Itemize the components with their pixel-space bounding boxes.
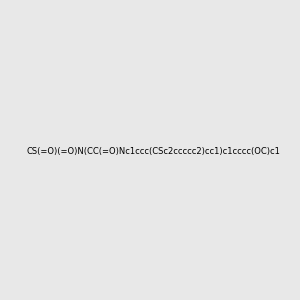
Text: CS(=O)(=O)N(CC(=O)Nc1ccc(CSc2ccccc2)cc1)c1cccc(OC)c1: CS(=O)(=O)N(CC(=O)Nc1ccc(CSc2ccccc2)cc1)… xyxy=(27,147,281,156)
